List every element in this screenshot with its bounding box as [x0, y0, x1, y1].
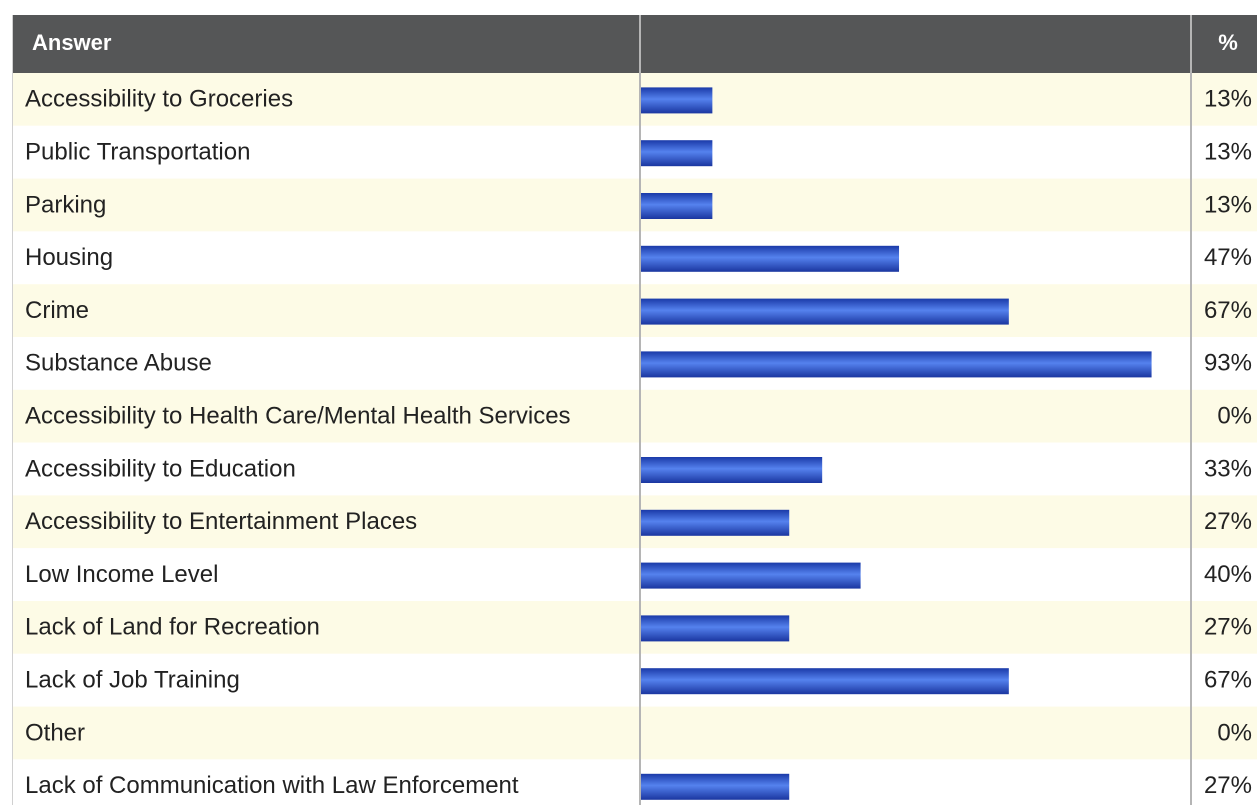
answer-label: Parking: [25, 191, 106, 218]
percent-label: 13%: [1204, 191, 1252, 218]
answer-label: Housing: [25, 244, 113, 271]
row-background: [12, 178, 1257, 232]
bar: [641, 773, 790, 800]
answer-label: Lack of Job Training: [25, 667, 240, 694]
bar: [641, 87, 713, 114]
row-background: [12, 125, 1257, 179]
bar: [641, 245, 900, 272]
answer-label: Low Income Level: [25, 561, 218, 588]
row-background: [12, 601, 1257, 654]
bar: [641, 615, 790, 642]
answer-label: Lack of Communication with Law Enforceme…: [25, 772, 519, 799]
percent-label: 27%: [1204, 508, 1252, 535]
bar: [641, 457, 823, 483]
percent-label: 93%: [1204, 350, 1252, 377]
answer-label: Crime: [25, 297, 89, 324]
header-answer: Answer: [32, 30, 112, 55]
bar: [641, 351, 1152, 378]
row-background: [12, 231, 1257, 285]
row-background: [12, 73, 1257, 126]
bar: [641, 562, 861, 589]
percent-label: 40%: [1204, 561, 1252, 588]
answer-label: Other: [25, 719, 85, 746]
percent-label: 27%: [1204, 614, 1252, 641]
percent-label: 13%: [1204, 139, 1252, 166]
row-background: [12, 706, 1257, 760]
row-background: [12, 759, 1257, 805]
percent-label: 27%: [1204, 772, 1252, 799]
percent-label: 47%: [1204, 244, 1252, 271]
answer-label: Accessibility to Groceries: [25, 86, 293, 113]
answer-label: Lack of Land for Recreation: [25, 614, 320, 641]
bar: [641, 140, 713, 167]
row-background: [12, 653, 1257, 707]
answer-label: Public Transportation: [25, 139, 250, 166]
bar: [641, 668, 1009, 695]
percent-label: 13%: [1204, 86, 1252, 113]
row-background: [12, 284, 1257, 337]
bar: [641, 509, 790, 536]
answer-label: Accessibility to Education: [25, 455, 296, 482]
header-row: [12, 15, 1257, 73]
percent-label: 33%: [1204, 455, 1252, 482]
header-percent: %: [1218, 30, 1238, 55]
row-background: [12, 495, 1257, 549]
percent-label: 0%: [1217, 403, 1252, 430]
percent-label: 0%: [1217, 719, 1252, 746]
row-background: [12, 442, 1257, 496]
row-background: [12, 389, 1257, 443]
answer-label: Accessibility to Entertainment Places: [25, 508, 417, 535]
row-background: [12, 548, 1257, 601]
answer-label: Substance Abuse: [25, 350, 212, 377]
bar: [641, 298, 1009, 325]
percent-label: 67%: [1204, 297, 1252, 324]
answer-label: Accessibility to Health Care/Mental Heal…: [25, 403, 571, 430]
percent-label: 67%: [1204, 667, 1252, 694]
bar: [641, 193, 713, 219]
